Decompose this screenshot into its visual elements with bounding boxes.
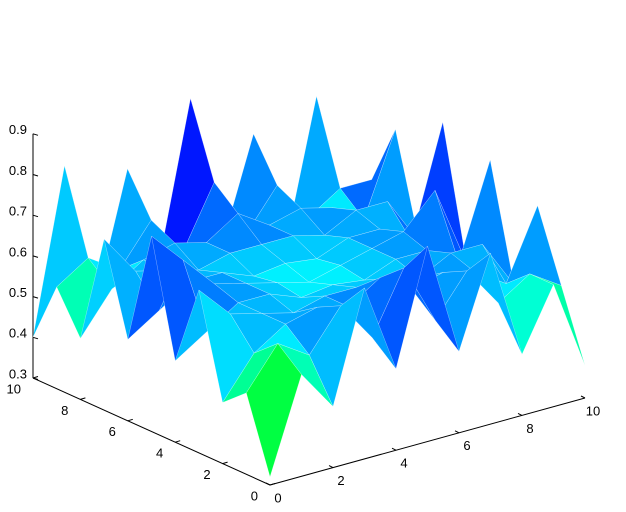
y-tick-label: 8 — [61, 403, 68, 418]
z-tick — [32, 255, 39, 258]
x-tick-label: 8 — [526, 421, 533, 436]
x-tick — [580, 395, 586, 399]
y-tick — [80, 397, 86, 400]
x-tick-label: 4 — [400, 456, 407, 471]
z-tick-label: 0.9 — [9, 122, 27, 137]
y-axis — [32, 377, 271, 486]
surface-patch — [246, 343, 302, 478]
x-tick — [517, 412, 523, 416]
x-tick — [265, 482, 271, 486]
surface-patch — [505, 205, 562, 286]
x-tick — [454, 430, 460, 434]
x-tick-label: 0 — [274, 490, 281, 505]
z-tick-label: 0.4 — [9, 326, 27, 341]
z-tick — [32, 296, 39, 299]
z-tick — [32, 133, 39, 136]
z-tick — [32, 377, 39, 380]
y-tick — [127, 418, 133, 422]
x-tick-label: 6 — [463, 438, 470, 453]
z-tick-label: 0.6 — [9, 244, 27, 259]
z-tick — [32, 174, 39, 177]
x-axis — [269, 397, 586, 486]
z-tick — [32, 214, 39, 218]
x-tick-label: 2 — [337, 473, 344, 488]
y-tick-label: 0 — [251, 488, 258, 503]
y-tick-label: 6 — [109, 424, 116, 439]
z-tick-label: 0.7 — [9, 204, 27, 219]
y-tick-label: 10 — [7, 381, 21, 396]
x-tick — [391, 447, 397, 451]
y-tick — [175, 440, 181, 443]
y-tick — [222, 461, 228, 465]
z-tick-label: 0.5 — [9, 285, 27, 300]
y-tick-label: 2 — [203, 467, 210, 482]
y-tick — [269, 483, 276, 486]
z-tick-label: 0.8 — [9, 163, 27, 178]
x-tick-label: 10 — [586, 403, 600, 418]
x-tick — [328, 465, 334, 469]
z-tick — [32, 336, 39, 340]
z-tick-label: 0.3 — [9, 366, 27, 381]
y-tick-label: 4 — [156, 446, 163, 461]
